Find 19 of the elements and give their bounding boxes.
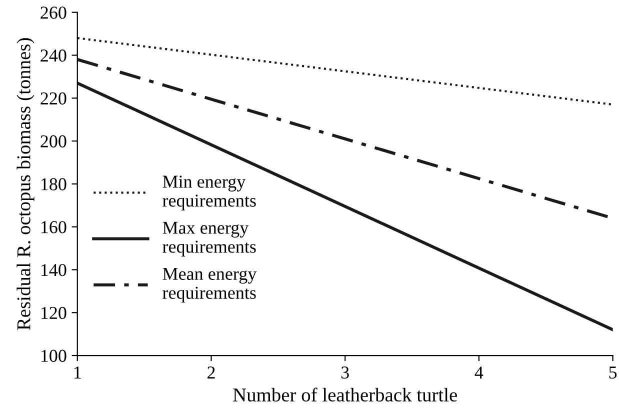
y-axis-title: Residual R. octopus biomass (tonnes): [16, 38, 34, 330]
y-tick-label: 260: [40, 6, 66, 19]
x-tick-label: 1: [74, 366, 81, 378]
x-tick-label: 3: [341, 366, 349, 379]
y-tick-label: 180: [41, 178, 66, 190]
y-tick-label: 240: [40, 49, 66, 62]
y-tick-label: 100: [41, 350, 66, 362]
y-tick-label: 200: [40, 135, 66, 148]
legend-label: Max energy requirements: [162, 222, 256, 256]
legend-label: Min energy requirements: [162, 176, 256, 210]
legend-label: Mean energy requirements: [162, 268, 257, 303]
y-tick-label: 120: [41, 306, 66, 320]
y-tick-label: 140: [41, 264, 66, 276]
x-tick-label: 2: [208, 366, 215, 378]
y-tick-label: 220: [40, 92, 66, 105]
y-tick-label: 160: [41, 221, 66, 234]
x-tick-label: 4: [474, 366, 484, 378]
x-tick-label: 5: [609, 366, 617, 379]
x-axis-title: Number of leatherback turtle: [233, 388, 457, 402]
